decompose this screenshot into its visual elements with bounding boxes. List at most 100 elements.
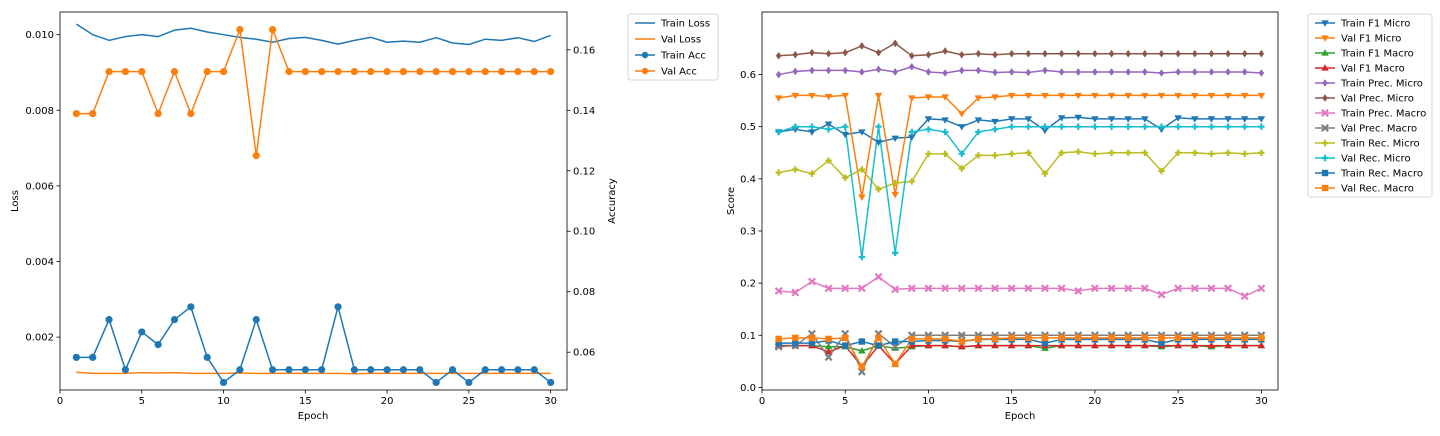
data-point-val-prec-micro <box>1208 49 1215 58</box>
data-point-val-f1-micro <box>924 94 933 101</box>
data-point-val-prec-micro <box>842 48 849 57</box>
data-point-train-prec-macro <box>1174 284 1183 293</box>
data-point-train-prec-micro <box>775 70 782 79</box>
data-point-train-rec-macro <box>792 339 799 347</box>
legend: Train F1 Micro Val F1 Micro Train F1 Macro… <box>1307 13 1433 198</box>
y-tick-label: 0.0 <box>740 383 756 394</box>
data-point-train-rec-micro <box>925 150 932 158</box>
data-point-val-prec-micro <box>958 50 965 59</box>
data-point-train-rec-micro <box>1025 149 1032 156</box>
axis-ticks: 0 5 10 15 20 25 30 0.0 0.1 0.2 0.3 0.4 0.5 0.6 <box>740 70 1268 407</box>
data-point-val-prec-micro <box>1108 49 1115 58</box>
data-point-train-acc <box>219 378 228 387</box>
series-line-train-prec-macro <box>778 276 1262 297</box>
data-point-train-prec-micro <box>859 68 865 76</box>
data-point-val-rec-micro <box>1191 123 1198 130</box>
data-point-train-rec-micro <box>1191 149 1198 156</box>
data-point-val-acc <box>367 67 375 76</box>
x-tick-label: 0 <box>57 396 63 407</box>
data-point-val-f1-macro <box>1024 341 1033 349</box>
data-point-train-acc <box>105 315 113 324</box>
data-point-val-prec-micro <box>1225 49 1231 58</box>
data-point-train-rec-micro <box>775 169 782 176</box>
data-point-train-prec-macro <box>1007 284 1016 293</box>
x-tick-label: 15 <box>1005 396 1018 407</box>
legend-label-val-f1-macro: Val F1 Macro <box>1341 64 1405 75</box>
y-tick-label: 0.6 <box>740 70 756 81</box>
data-point-train-acc <box>367 366 375 374</box>
data-point-val-prec-micro <box>1175 49 1181 58</box>
data-point-val-rec-micro <box>1075 123 1082 130</box>
data-point-val-acc <box>481 67 489 76</box>
data-point-train-acc <box>334 303 342 311</box>
data-point-val-rec-micro <box>1108 123 1115 130</box>
data-point-train-f1-micro <box>957 124 966 131</box>
data-point-train-rec-micro <box>792 166 799 173</box>
data-point-train-prec-macro <box>1157 290 1166 299</box>
data-point-train-prec-macro <box>1257 284 1266 293</box>
data-point-train-prec-micro <box>892 68 898 76</box>
data-point-train-f1-micro <box>1157 126 1166 134</box>
x-tick-label: 25 <box>1172 396 1185 407</box>
data-point-val-f1-micro <box>791 92 800 100</box>
data-point-val-prec-micro <box>875 48 882 57</box>
data-point-val-prec-micro <box>809 48 815 57</box>
data-point-val-rec-micro <box>1208 123 1215 130</box>
data-point-train-rec-micro <box>1158 167 1165 175</box>
data-point-val-rec-macro <box>1008 334 1015 342</box>
x-axis-label: Epoch <box>1005 411 1036 422</box>
data-point-train-prec-macro <box>907 284 916 293</box>
data-point-train-acc <box>350 366 358 374</box>
series-line-train-rec-macro <box>778 338 1262 347</box>
data-point-val-rec-micro <box>842 123 849 130</box>
data-point-val-f1-micro <box>808 92 816 100</box>
data-point-val-rec-macro <box>1258 334 1265 342</box>
data-point-val-f1-micro <box>874 92 883 100</box>
plot-area-frame <box>59 11 568 391</box>
data-point-val-acc <box>138 67 146 76</box>
data-point-train-rec-micro <box>1041 170 1049 177</box>
data-point-train-prec-macro <box>957 284 966 293</box>
data-point-val-prec-micro <box>1142 49 1148 58</box>
legend-label-val-rec-micro: Val Rec. Micro <box>1341 154 1411 165</box>
x-tick-label: 30 <box>1255 396 1268 407</box>
data-point-val-f1-micro <box>774 95 783 102</box>
data-point-val-f1-micro <box>1257 92 1266 100</box>
data-point-train-prec-micro <box>1142 68 1148 76</box>
data-point-train-prec-macro <box>1107 284 1116 293</box>
data-point-train-f1-micro <box>808 129 816 136</box>
data-point-val-prec-micro <box>775 51 782 60</box>
data-point-val-rec-macro <box>1058 334 1065 342</box>
y-tick-label: 0.1 <box>740 331 756 342</box>
data-point-val-f1-micro <box>991 94 999 101</box>
data-point-train-acc <box>89 353 97 361</box>
data-point-val-rec-micro <box>1141 123 1149 130</box>
legend-frame <box>1307 13 1433 198</box>
data-point-val-prec-micro <box>892 39 898 48</box>
data-point-train-f1-micro <box>974 117 983 124</box>
data-point-val-acc <box>89 110 97 118</box>
data-point-train-acc <box>514 366 522 374</box>
data-point-val-rec-macro <box>925 335 932 343</box>
data-point-train-rec-micro <box>858 166 866 173</box>
data-point-train-f1-micro <box>1074 114 1083 122</box>
data-point-val-f1-macro <box>824 348 833 355</box>
data-point-val-rec-micro <box>808 123 816 130</box>
data-point-val-prec-micro <box>1241 49 1248 58</box>
data-point-val-rec-macro <box>941 335 949 343</box>
y-tick-label: 0.002 <box>25 333 54 344</box>
legend-label-train-f1-macro: Train F1 Macro <box>1340 49 1414 60</box>
data-point-train-rec-micro <box>1058 149 1065 156</box>
data-point-val-acc <box>318 67 326 76</box>
data-point-val-prec-macro <box>824 353 833 362</box>
x-tick-label: 5 <box>139 396 145 407</box>
legend-label-val-prec-macro: Val Prec. Macro <box>1341 124 1417 135</box>
data-point-train-prec-macro <box>1240 292 1249 301</box>
data-point-train-f1-micro <box>1107 116 1116 123</box>
data-point-train-prec-micro <box>909 62 915 71</box>
data-point-val-rec-micro <box>925 126 932 133</box>
data-point-train-rec-micro <box>1258 149 1265 156</box>
data-point-train-rec-macro <box>1158 339 1165 347</box>
data-point-train-f1-micro <box>874 139 883 147</box>
series-line-val-rec-micro <box>778 125 1262 258</box>
